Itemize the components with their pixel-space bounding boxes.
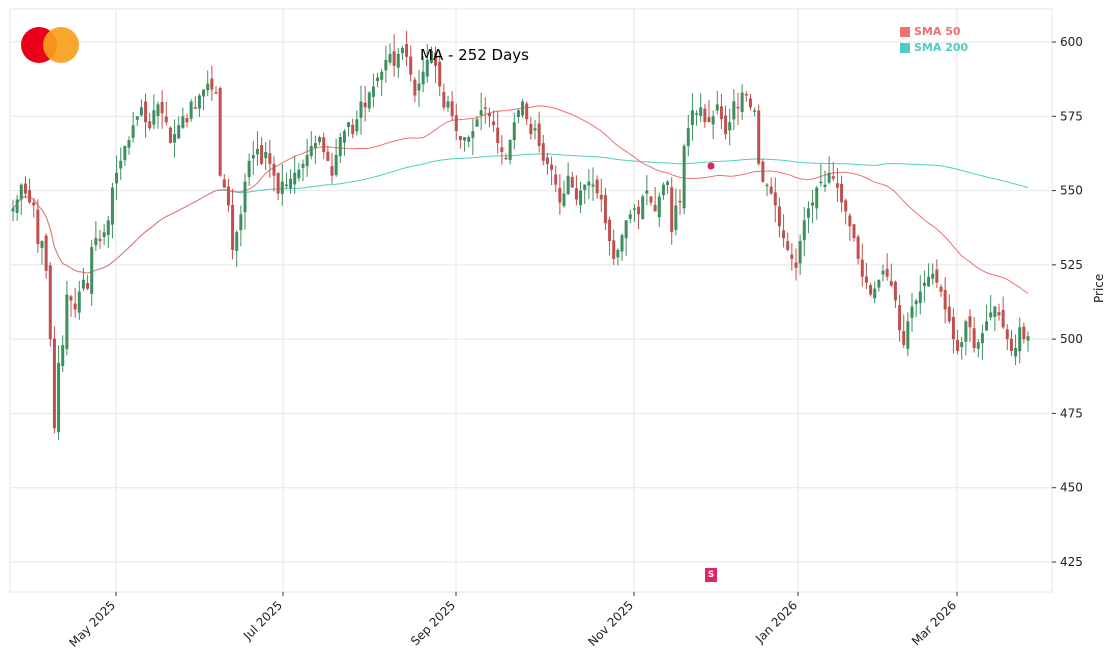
sma200-line bbox=[12, 153, 1029, 274]
svg-text:525: 525 bbox=[1060, 258, 1083, 272]
svg-text:Jan 2026: Jan 2026 bbox=[752, 598, 800, 646]
svg-text:425: 425 bbox=[1060, 555, 1083, 569]
svg-text:450: 450 bbox=[1060, 481, 1083, 495]
sma200-swatch-icon bbox=[900, 43, 910, 53]
y-axis-label: Price bbox=[1092, 273, 1106, 303]
candlesticks bbox=[11, 30, 1030, 441]
crossover-dot bbox=[707, 162, 715, 170]
mastercard-logo bbox=[21, 27, 81, 63]
y-axis: 425 450 475 500 525 550 575 600 bbox=[1052, 35, 1083, 569]
logo-orange-circle bbox=[43, 27, 79, 63]
sma50-line bbox=[12, 105, 1029, 294]
legend-label-sma50: SMA 50 bbox=[914, 25, 961, 38]
legend-label-sma200: SMA 200 bbox=[914, 41, 969, 54]
chart-title: MA - 252 Days bbox=[420, 46, 529, 64]
svg-text:575: 575 bbox=[1060, 109, 1083, 123]
sell-signal-marker: S bbox=[705, 568, 717, 582]
svg-text:Nov 2025: Nov 2025 bbox=[585, 598, 636, 649]
legend: SMA 50 SMA 200 bbox=[900, 24, 968, 56]
svg-text:Jul 2025: Jul 2025 bbox=[240, 598, 285, 643]
svg-text:May 2025: May 2025 bbox=[66, 598, 118, 650]
svg-text:550: 550 bbox=[1060, 184, 1083, 198]
plot-frame bbox=[9, 8, 1053, 593]
svg-text:475: 475 bbox=[1060, 406, 1083, 420]
svg-text:600: 600 bbox=[1060, 35, 1083, 49]
svg-text:Mar 2026: Mar 2026 bbox=[909, 598, 959, 648]
sma50-swatch-icon bbox=[900, 27, 910, 37]
svg-text:Sep 2025: Sep 2025 bbox=[408, 598, 458, 648]
svg-text:500: 500 bbox=[1060, 332, 1083, 346]
x-axis: May 2025 Jul 2025 Sep 2025 Nov 2025 Jan 2026… bbox=[66, 592, 959, 650]
legend-item-sma50: SMA 50 bbox=[900, 24, 968, 40]
legend-item-sma200: SMA 200 bbox=[900, 40, 968, 56]
